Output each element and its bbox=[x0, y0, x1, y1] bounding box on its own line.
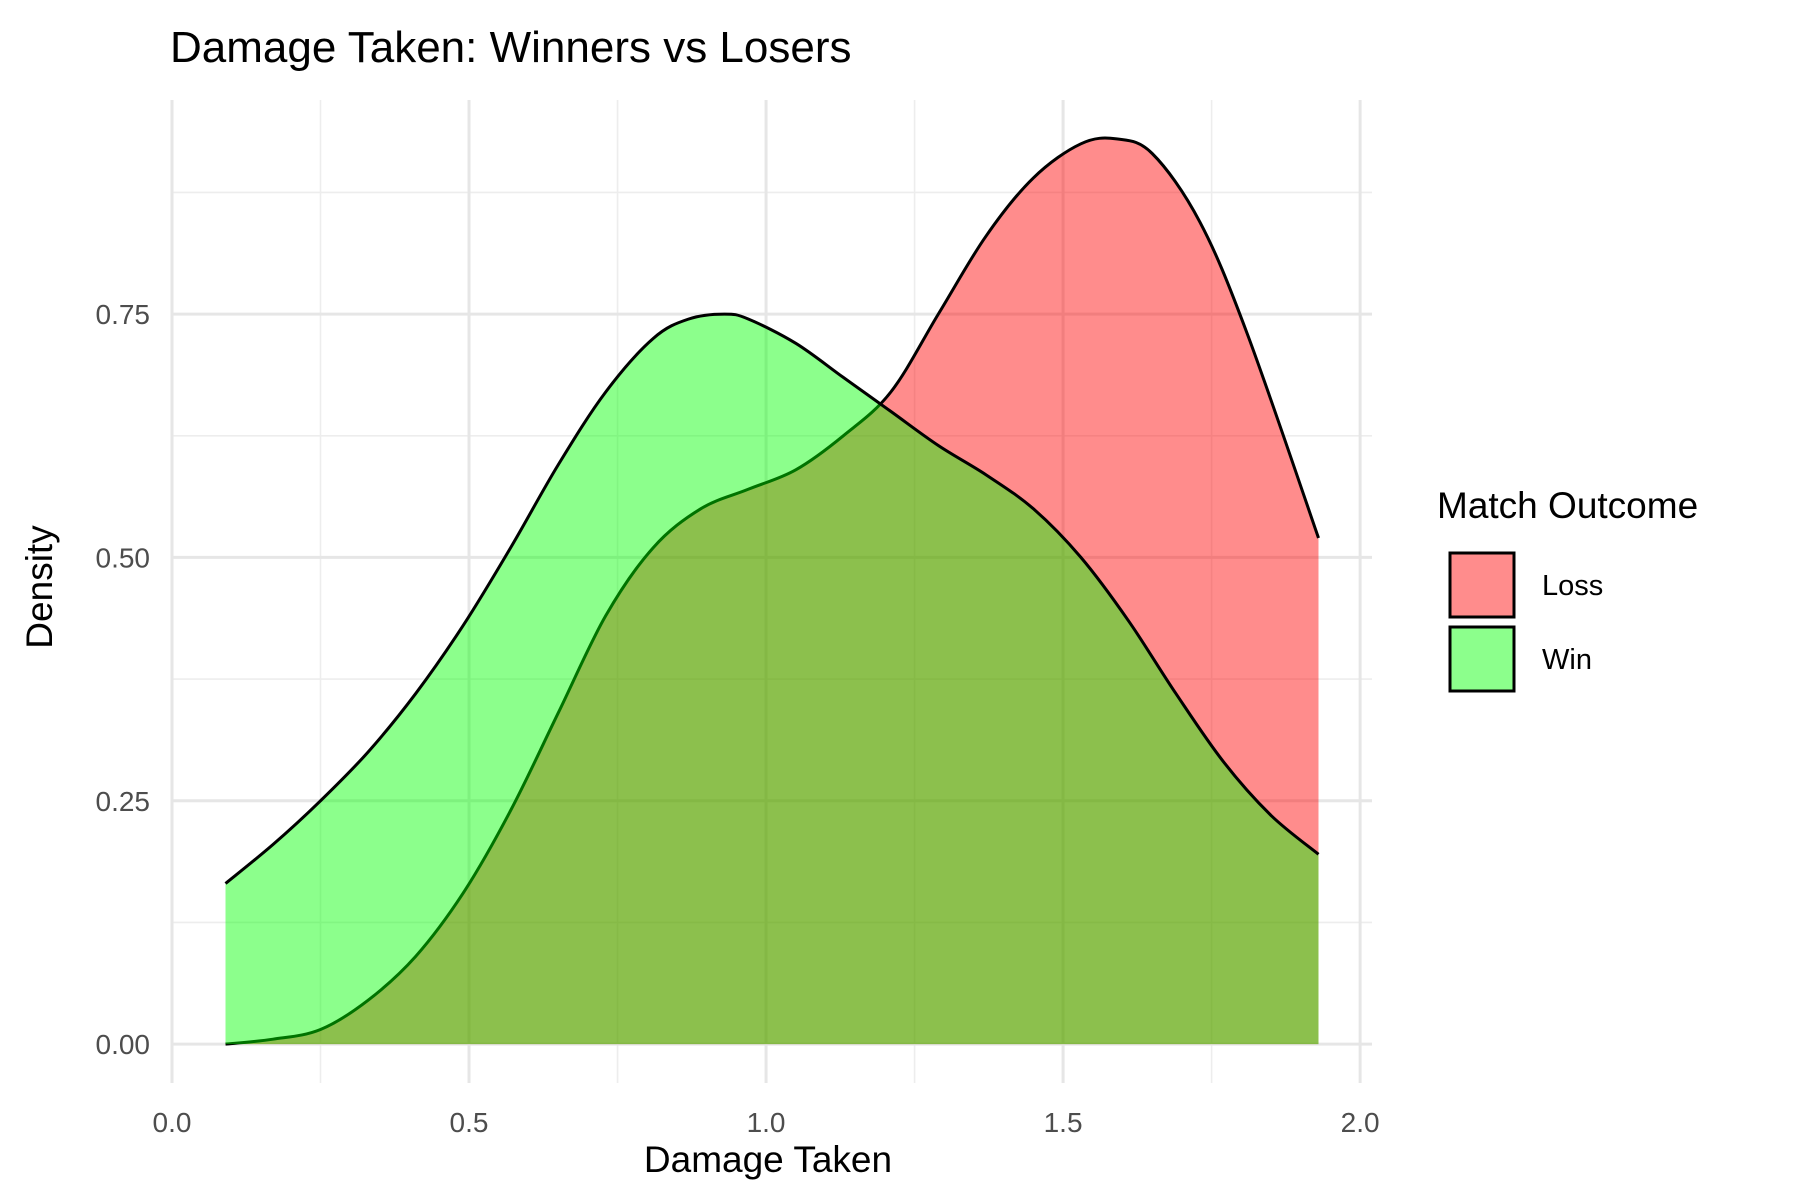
density-areas bbox=[224, 136, 1320, 1046]
loss-legend-swatch bbox=[1448, 551, 1516, 619]
x-tick-label: 0.0 bbox=[153, 1107, 192, 1138]
y-axis-label: Density bbox=[19, 525, 60, 649]
x-tick-label: 2.0 bbox=[1341, 1107, 1380, 1138]
chart-title: Damage Taken: Winners vs Losers bbox=[170, 23, 851, 72]
win-density-area bbox=[225, 314, 1319, 1045]
loss-legend-key-bg bbox=[1449, 552, 1515, 618]
y-tick-label: 0.75 bbox=[96, 299, 151, 330]
y-axis-ticks: 0.00 0.25 0.50 0.75 bbox=[96, 299, 151, 1060]
loss-density-area bbox=[225, 138, 1319, 1045]
legend-title: Match Outcome bbox=[1437, 485, 1698, 526]
x-axis-ticks: 0.0 0.5 1.0 1.5 2.0 bbox=[153, 1107, 1380, 1138]
y-tick-label: 0.25 bbox=[96, 786, 151, 817]
loss-density-curve bbox=[225, 136, 1320, 1046]
x-tick-label: 1.0 bbox=[747, 1107, 786, 1138]
x-tick-label: 0.5 bbox=[450, 1107, 489, 1138]
loss-legend-label: Loss bbox=[1542, 570, 1603, 602]
x-axis-label: Damage Taken bbox=[644, 1139, 892, 1180]
win-legend-label: Win bbox=[1542, 644, 1592, 676]
legend: Match Outcome Loss Win bbox=[1437, 485, 1698, 693]
x-tick-label: 1.5 bbox=[1044, 1107, 1083, 1138]
win-legend-swatch bbox=[1448, 625, 1516, 693]
grid bbox=[170, 100, 1372, 1083]
win-legend-key-bg bbox=[1449, 626, 1515, 692]
y-tick-label: 0.50 bbox=[96, 542, 151, 573]
y-tick-label: 0.00 bbox=[96, 1029, 151, 1060]
win-density-curve bbox=[224, 312, 1320, 885]
